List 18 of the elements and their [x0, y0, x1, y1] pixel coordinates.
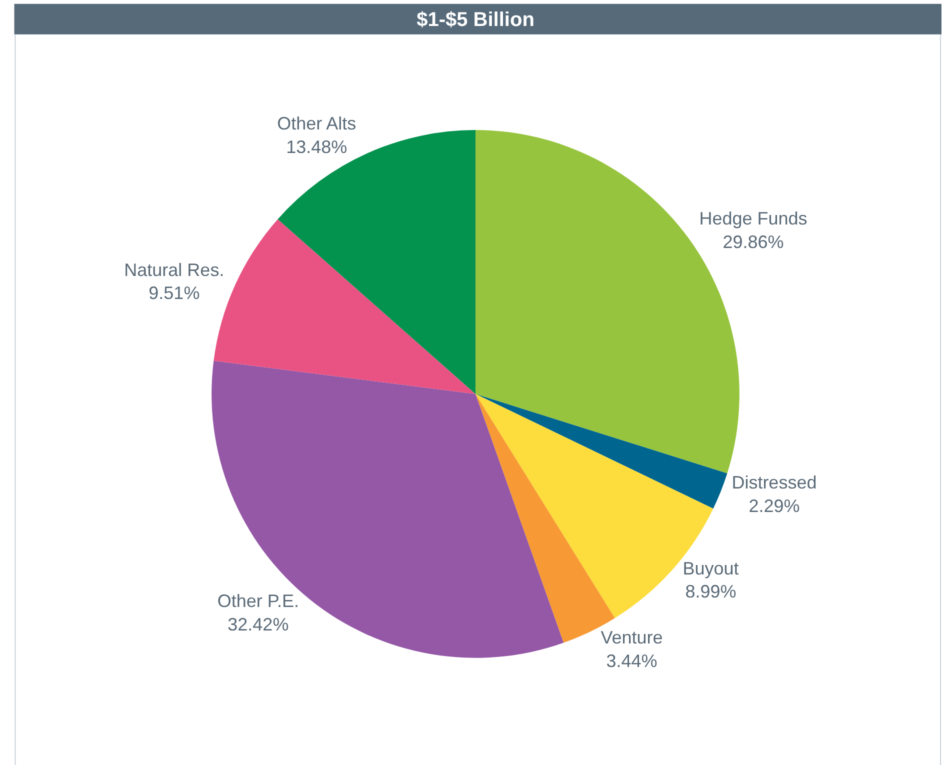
slice-label: Hedge Funds — [699, 208, 808, 229]
data-label: 3.44% — [606, 651, 658, 672]
chart-title: $1-$5 Billion — [416, 9, 534, 32]
slice-label: Natural Res. — [124, 260, 224, 280]
data-label: 32.42% — [228, 614, 289, 634]
pie-slice — [476, 394, 728, 509]
pie-slice — [212, 360, 564, 658]
slice-label: Other P.E. — [217, 590, 300, 611]
data-label: 8.99% — [685, 582, 736, 602]
slice-label: Distressed — [732, 472, 817, 493]
data-label: 29.86% — [722, 232, 784, 252]
data-label: 9.51% — [148, 283, 200, 304]
slice-label: Other Alts — [277, 114, 356, 134]
slice-label: Buyout — [682, 558, 739, 578]
pie-slice — [278, 130, 476, 394]
data-label: 13.48% — [286, 137, 348, 158]
data-label: 2.29% — [748, 496, 800, 516]
slice-label: Venture — [600, 628, 663, 648]
